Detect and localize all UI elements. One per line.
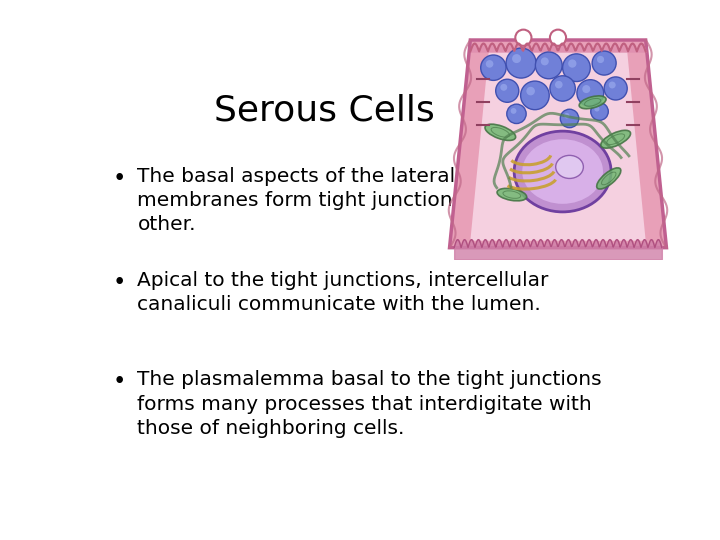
Circle shape bbox=[481, 55, 506, 80]
Text: •: • bbox=[112, 167, 126, 190]
Ellipse shape bbox=[600, 130, 631, 148]
Circle shape bbox=[516, 30, 531, 46]
Ellipse shape bbox=[485, 124, 516, 140]
Circle shape bbox=[486, 60, 493, 68]
Circle shape bbox=[562, 54, 590, 82]
Text: •: • bbox=[112, 271, 126, 294]
Ellipse shape bbox=[579, 96, 606, 109]
Circle shape bbox=[560, 109, 579, 127]
Circle shape bbox=[541, 57, 549, 65]
Ellipse shape bbox=[497, 188, 526, 201]
Circle shape bbox=[594, 106, 600, 112]
Circle shape bbox=[555, 81, 562, 89]
Circle shape bbox=[526, 87, 535, 96]
Circle shape bbox=[550, 30, 566, 46]
Circle shape bbox=[591, 103, 608, 120]
Ellipse shape bbox=[514, 131, 611, 212]
Circle shape bbox=[536, 52, 562, 79]
Circle shape bbox=[597, 56, 604, 63]
Polygon shape bbox=[449, 40, 667, 248]
Circle shape bbox=[604, 77, 627, 100]
Text: Apical to the tight junctions, intercellular
canaliculi communicate with the lum: Apical to the tight junctions, intercell… bbox=[138, 271, 549, 314]
Text: The basal aspects of the lateral cell
membranes form tight junctions with each
o: The basal aspects of the lateral cell me… bbox=[138, 167, 568, 234]
Circle shape bbox=[500, 84, 507, 91]
Ellipse shape bbox=[522, 139, 603, 204]
Circle shape bbox=[592, 51, 616, 75]
Circle shape bbox=[512, 54, 521, 63]
Circle shape bbox=[609, 82, 616, 89]
Ellipse shape bbox=[597, 168, 621, 189]
Circle shape bbox=[507, 104, 526, 124]
Ellipse shape bbox=[556, 156, 583, 178]
Circle shape bbox=[582, 85, 590, 93]
Polygon shape bbox=[470, 51, 646, 241]
Text: The plasmalemma basal to the tight junctions
forms many processes that interdigi: The plasmalemma basal to the tight junct… bbox=[138, 370, 602, 438]
Circle shape bbox=[577, 80, 603, 106]
Text: Serous Cells: Serous Cells bbox=[214, 94, 435, 128]
Circle shape bbox=[521, 81, 549, 110]
Circle shape bbox=[564, 113, 570, 118]
Circle shape bbox=[506, 48, 536, 78]
Circle shape bbox=[568, 59, 577, 68]
Circle shape bbox=[550, 76, 575, 101]
Text: •: • bbox=[112, 370, 126, 394]
Circle shape bbox=[510, 108, 516, 114]
Circle shape bbox=[495, 79, 519, 102]
